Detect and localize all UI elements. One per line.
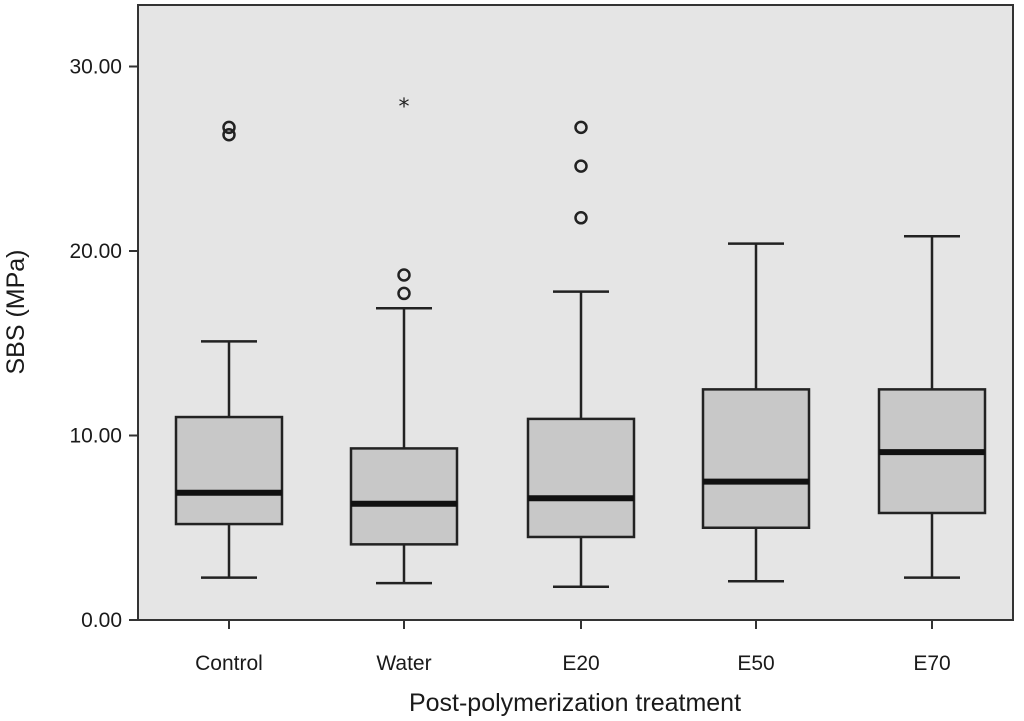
outlier-point xyxy=(574,211,588,225)
x-tick-label: E70 xyxy=(913,652,950,675)
outlier-point xyxy=(222,128,236,142)
box-group xyxy=(701,242,811,583)
box-group xyxy=(174,120,284,579)
box-group: * xyxy=(349,95,459,585)
iqr-box xyxy=(701,388,811,529)
y-tick-label: 20.00 xyxy=(69,240,122,263)
outlier-point xyxy=(222,120,236,135)
iqr-box xyxy=(174,415,284,526)
x-tick-label: Control xyxy=(195,652,263,675)
outlier-point xyxy=(397,268,411,282)
box-group xyxy=(526,120,636,589)
x-axis: Control Water E20 E50 E70 xyxy=(195,620,951,675)
boxes-layer: * xyxy=(174,95,987,589)
y-axis-title: SBS (MPa) xyxy=(2,249,30,374)
iqr-box xyxy=(349,447,459,546)
extreme-point: * xyxy=(399,95,410,120)
outlier-point xyxy=(574,159,588,173)
x-tick-label: E20 xyxy=(562,652,599,675)
outlier-point xyxy=(574,120,588,135)
iqr-box xyxy=(526,417,636,539)
y-tick-label: 0.00 xyxy=(81,609,122,632)
y-tick-label: 30.00 xyxy=(69,56,122,79)
box-group xyxy=(877,234,987,579)
x-axis-title: Post-polymerization treatment xyxy=(409,689,741,717)
y-axis: 0.00 10.00 20.00 30.00 xyxy=(69,56,138,632)
x-tick-label: E50 xyxy=(737,652,774,675)
y-tick-label: 10.00 xyxy=(69,425,122,448)
outlier-point xyxy=(397,286,411,301)
x-tick-label: Water xyxy=(376,652,431,675)
